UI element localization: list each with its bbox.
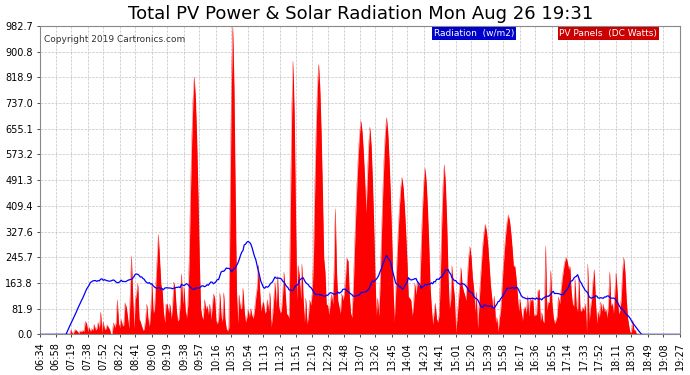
Text: Radiation  (w/m2): Radiation (w/m2) (434, 29, 514, 38)
Title: Total PV Power & Solar Radiation Mon Aug 26 19:31: Total PV Power & Solar Radiation Mon Aug… (128, 5, 593, 23)
Text: Copyright 2019 Cartronics.com: Copyright 2019 Cartronics.com (43, 35, 185, 44)
Text: PV Panels  (DC Watts): PV Panels (DC Watts) (559, 29, 657, 38)
